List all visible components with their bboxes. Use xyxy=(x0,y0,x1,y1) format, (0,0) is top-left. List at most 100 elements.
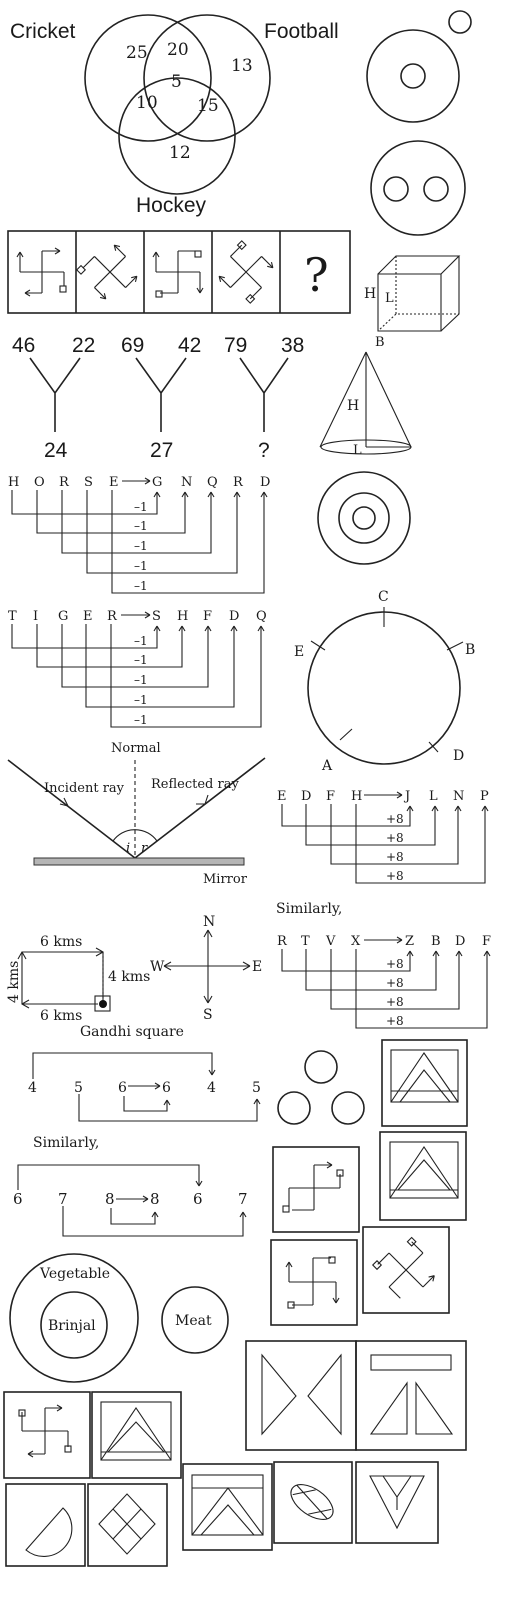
code-letter: F xyxy=(482,934,491,949)
venn-value: 20 xyxy=(167,40,189,60)
code-op: +8 xyxy=(386,957,404,971)
number-digit: 5 xyxy=(252,1080,261,1096)
diamond-grid-figure xyxy=(87,1483,168,1567)
swastika-figure xyxy=(75,244,138,300)
mirror-normal-label: Normal xyxy=(111,741,161,756)
code-letter: H xyxy=(177,609,188,624)
coding-diagram-edfh: E D F H J L N P +8 +8 +8 +8 xyxy=(277,789,489,884)
y-number-puzzle: 46 22 24 69 42 27 79 38 ? xyxy=(12,334,304,462)
y-number: ? xyxy=(258,439,270,462)
triangle-box-figure xyxy=(379,1131,467,1221)
distance-label: 6 kms xyxy=(40,1008,82,1024)
code-letter: I xyxy=(33,609,38,624)
number-digit: 5 xyxy=(74,1080,83,1096)
ellipse-figure xyxy=(273,1461,353,1544)
venn-label-football: Football xyxy=(264,20,339,43)
triangle-box-figure xyxy=(91,1391,182,1479)
y-number: 46 xyxy=(12,334,35,357)
compass-s: S xyxy=(203,1007,213,1023)
cone-label-h: H xyxy=(347,398,359,414)
number-arrangement-2: 6 7 8 8 6 7 xyxy=(13,1164,248,1237)
code-letter: T xyxy=(8,609,17,624)
number-digit: 6 xyxy=(118,1080,127,1096)
cube-label-b: B xyxy=(375,335,385,350)
code-letter: R xyxy=(107,609,118,624)
vegetable-label: Vegetable xyxy=(39,1266,110,1282)
code-letter: D xyxy=(301,789,311,804)
number-digit: 6 xyxy=(13,1190,23,1208)
figure-series-row: ? xyxy=(7,230,351,314)
y-number: 79 xyxy=(224,334,247,357)
swastika-box-figure xyxy=(270,1239,358,1326)
mirror-label: Mirror xyxy=(203,872,248,887)
circle-point-b: B xyxy=(465,642,475,658)
code-letter: O xyxy=(34,475,45,490)
code-letter: H xyxy=(351,789,362,804)
code-letter: S xyxy=(84,475,93,490)
venn-value: 13 xyxy=(231,56,253,76)
y-number: 24 xyxy=(44,439,68,462)
code-letter: F xyxy=(326,789,335,804)
number-digit: 8 xyxy=(105,1190,115,1208)
code-op: –1 xyxy=(134,693,148,707)
code-letter: V xyxy=(325,934,336,949)
swastika-box-figure xyxy=(272,1146,360,1233)
code-letter: G xyxy=(152,475,162,490)
number-digit: 4 xyxy=(207,1080,216,1096)
code-letter: R xyxy=(59,475,70,490)
code-letter: R xyxy=(233,475,244,490)
code-op: +8 xyxy=(386,995,404,1009)
distance-label: 4 kms xyxy=(6,961,22,1003)
brinjal-label: Brinjal xyxy=(48,1318,96,1334)
number-digit: 4 xyxy=(28,1080,37,1096)
cone-figure: H L xyxy=(319,351,412,458)
swastika-box-figure xyxy=(3,1391,91,1479)
venn-value: 5 xyxy=(171,72,182,92)
circle-seating-figure: C B E A D xyxy=(294,589,475,774)
number-digit: 7 xyxy=(58,1190,68,1208)
code-letter: H xyxy=(8,475,19,490)
bowtie-figure xyxy=(245,1340,357,1451)
code-letter: G xyxy=(58,609,68,624)
code-letter: N xyxy=(453,789,464,804)
code-letter: Q xyxy=(207,475,218,490)
y-number: 38 xyxy=(281,334,304,357)
code-letter: J xyxy=(403,789,410,804)
similarly-label: Similarly, xyxy=(276,901,342,917)
code-op: –1 xyxy=(134,673,148,687)
code-letter: R xyxy=(277,934,288,949)
angle-i-label: i xyxy=(126,841,130,856)
cone-label-l: L xyxy=(353,443,362,458)
swastika-figure xyxy=(152,250,204,298)
code-letter: X xyxy=(351,934,361,949)
triangle-box-figure xyxy=(381,1039,468,1127)
number-digit: 6 xyxy=(162,1080,171,1096)
code-letter: Z xyxy=(405,934,414,949)
code-op: –1 xyxy=(134,653,148,667)
classification-diagram: Vegetable Brinjal Meat xyxy=(9,1253,229,1383)
coding-diagram-rtvx: R T V X Z B D F +8 +8 +8 +8 xyxy=(277,934,491,1029)
venn-value: 10 xyxy=(136,93,158,113)
concentric-circles-figure xyxy=(317,471,411,565)
code-letter: E xyxy=(83,609,93,624)
code-letter: D xyxy=(229,609,239,624)
code-op: +8 xyxy=(386,812,404,826)
swastika-box-figure xyxy=(362,1226,450,1314)
y-number: 27 xyxy=(150,439,173,462)
code-letter: E xyxy=(109,475,119,490)
inverted-triangle-figure xyxy=(355,1461,439,1544)
mirror-reflected-label: Reflected ray xyxy=(151,777,239,792)
coding-diagram-tiger: T I G E R S H F D Q –1 –1 –1 –1 –1 xyxy=(8,609,267,728)
circle-point-e: E xyxy=(294,644,304,660)
code-op: +8 xyxy=(386,850,404,864)
compass-n: N xyxy=(203,914,215,930)
distance-label: 6 kms xyxy=(40,934,82,950)
code-letter: P xyxy=(480,789,489,804)
cube-label-h: H xyxy=(364,286,376,302)
cube-label-l: L xyxy=(385,291,394,306)
code-letter: F xyxy=(203,609,212,624)
code-op: –1 xyxy=(134,500,148,514)
code-op: –1 xyxy=(134,519,148,533)
meat-label: Meat xyxy=(175,1313,212,1329)
